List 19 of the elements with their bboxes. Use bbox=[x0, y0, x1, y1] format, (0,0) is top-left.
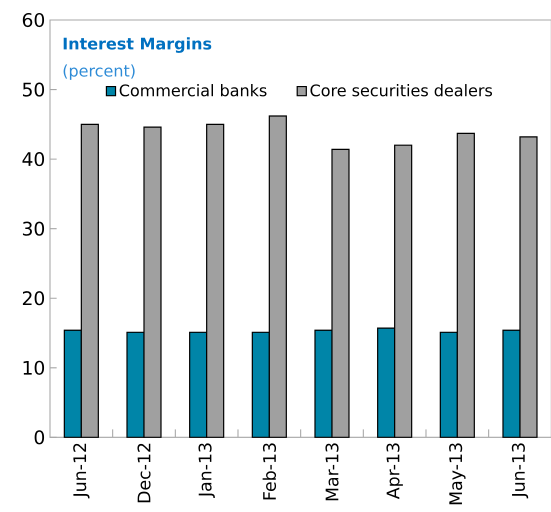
y-tick-label: 50 bbox=[22, 82, 44, 97]
x-tick-label: Jan-13 bbox=[198, 443, 215, 498]
x-tick-label: Jun-13 bbox=[512, 443, 528, 498]
legend-label: Core securities dealers bbox=[310, 84, 492, 96]
text: Interest Margins bbox=[64, 37, 212, 53]
legend-label: Commercial banks bbox=[120, 84, 266, 96]
y-tick-label: 10 bbox=[24, 360, 44, 375]
y-tick-label: 0 bbox=[34, 430, 44, 444]
x-tick-label: May-13 bbox=[449, 443, 466, 504]
y-tick-label: 40 bbox=[22, 152, 44, 166]
x-tick-label: Apr-13 bbox=[386, 443, 403, 500]
y-tick-label: 20 bbox=[22, 291, 44, 306]
x-tick-label: Jun-12 bbox=[73, 444, 90, 498]
text: (percent) bbox=[64, 64, 135, 80]
x-tick-label: Feb-13 bbox=[262, 443, 276, 500]
x-tick-label: Dec-12 bbox=[137, 444, 151, 502]
y-tick-label: 60 bbox=[22, 12, 44, 28]
x-tick-label: Mar-13 bbox=[325, 443, 339, 500]
y-tick-label: 30 bbox=[22, 222, 44, 236]
